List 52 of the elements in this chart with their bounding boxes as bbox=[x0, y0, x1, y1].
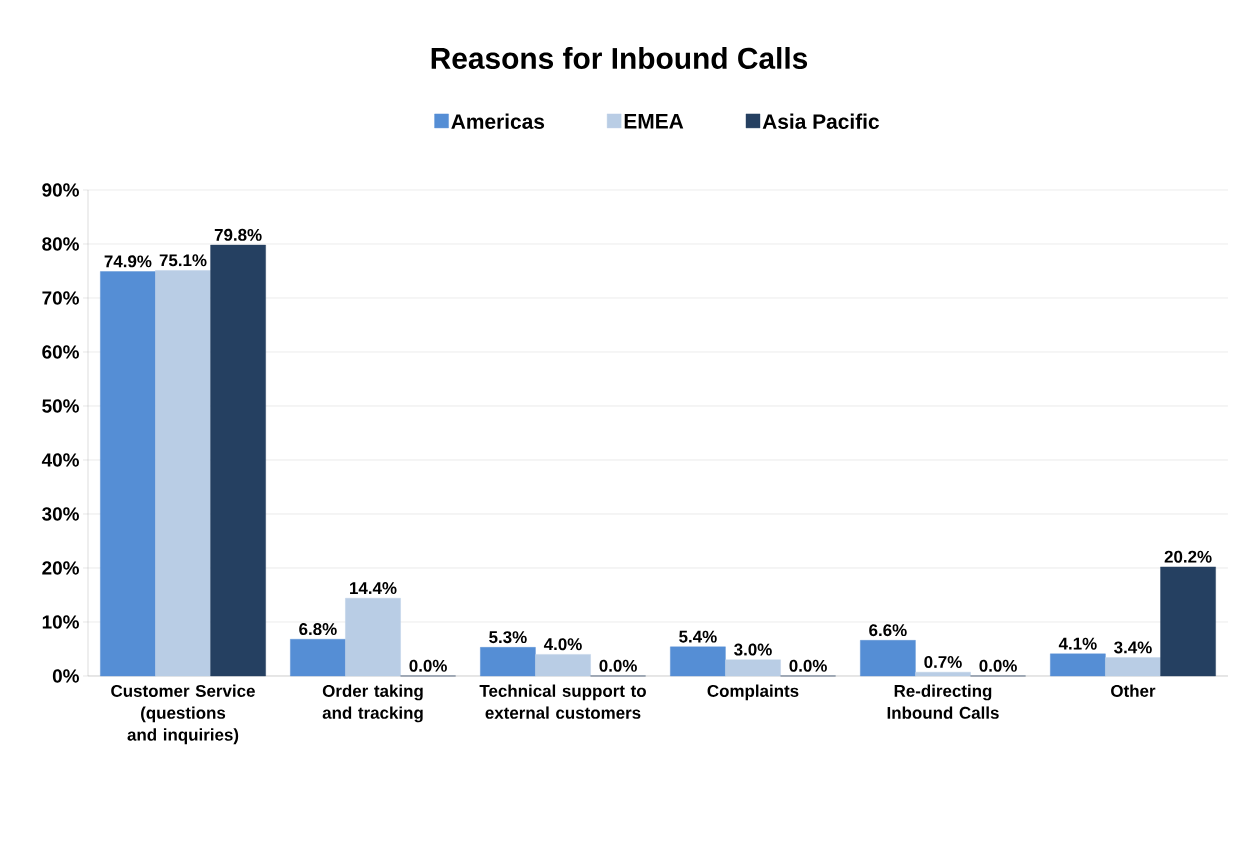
data-label: 0.0% bbox=[979, 659, 1017, 672]
data-label: 0.7% bbox=[924, 656, 962, 669]
x-tick-label: Complaints bbox=[707, 684, 799, 701]
data-label: 4.0% bbox=[543, 638, 582, 651]
bar bbox=[860, 640, 916, 677]
bar bbox=[100, 271, 156, 677]
data-label: 74.9% bbox=[104, 255, 152, 268]
y-tick-label: 20% bbox=[42, 561, 79, 575]
y-tick-label: 10% bbox=[42, 615, 79, 629]
y-tick-label: 30% bbox=[42, 507, 79, 521]
y-tick-label: 40% bbox=[41, 453, 79, 467]
data-label: 6.8% bbox=[299, 623, 337, 636]
bar bbox=[670, 646, 726, 677]
y-tick-label: 50% bbox=[42, 399, 79, 413]
y-tick-label: 90% bbox=[42, 183, 79, 197]
x-tick-label: Technical support to external customers bbox=[479, 684, 646, 719]
data-label: 5.4% bbox=[679, 630, 717, 643]
data-label: 4.1% bbox=[1058, 637, 1097, 650]
bar bbox=[210, 244, 266, 677]
data-label: 14.4% bbox=[350, 582, 397, 595]
data-label: 6.6% bbox=[869, 624, 907, 637]
bar bbox=[915, 672, 971, 677]
x-tick-label: Order taking and tracking bbox=[322, 684, 423, 723]
data-label: 79.8% bbox=[214, 228, 262, 241]
legend-label: EMEA bbox=[624, 114, 684, 129]
data-label: 20.2% bbox=[1164, 550, 1212, 563]
data-label: 0.0% bbox=[409, 659, 447, 672]
x-tick-label: Other bbox=[1111, 684, 1156, 697]
bar bbox=[1105, 657, 1161, 677]
bar bbox=[345, 598, 401, 677]
data-label: 0.0% bbox=[789, 659, 827, 672]
data-label: 3.4% bbox=[1114, 641, 1152, 654]
x-tick-label: Re-directing Inbound Calls bbox=[887, 684, 999, 719]
bar bbox=[290, 639, 346, 677]
data-label: 3.0% bbox=[734, 643, 772, 656]
legend-label: Asia Pacific bbox=[762, 113, 879, 129]
bar bbox=[480, 647, 536, 677]
y-tick-label: 80% bbox=[42, 237, 79, 251]
y-tick-label: 60% bbox=[42, 345, 79, 359]
chart-title: Reasons for Inbound Calls bbox=[431, 47, 808, 69]
x-tick-label: Customer Service (questions and inquiries) bbox=[111, 684, 255, 745]
data-label: 75.1% bbox=[159, 254, 207, 267]
y-tick-label: 0% bbox=[52, 669, 79, 683]
y-tick-label: 70% bbox=[42, 291, 79, 305]
bar bbox=[535, 654, 591, 677]
data-label: 5.3% bbox=[489, 631, 527, 644]
bar bbox=[725, 659, 781, 677]
legend-label: Americas bbox=[451, 113, 545, 129]
data-label: 0.0% bbox=[599, 659, 637, 672]
bar bbox=[155, 270, 211, 677]
bar bbox=[1160, 566, 1216, 677]
bar bbox=[1050, 653, 1106, 677]
